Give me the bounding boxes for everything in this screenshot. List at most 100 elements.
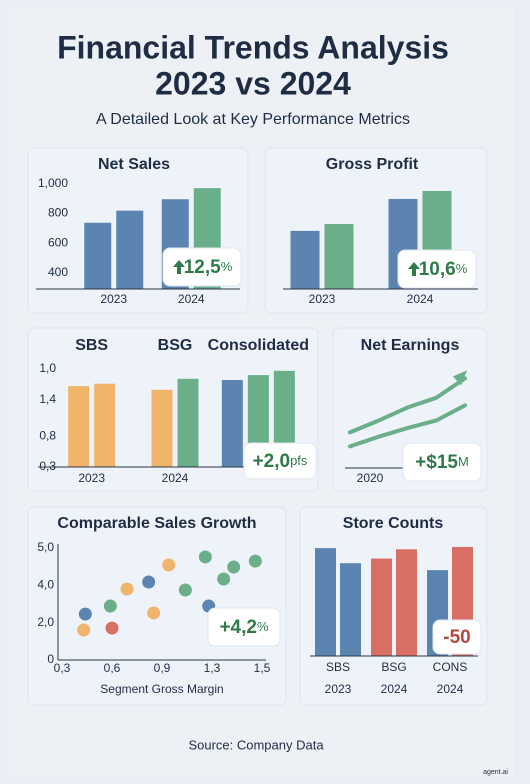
- bar: [396, 549, 417, 656]
- bar: [221, 380, 243, 467]
- card: [27, 506, 287, 706]
- line: [348, 376, 467, 435]
- bar: [177, 378, 199, 467]
- badge-unit: M: [458, 454, 469, 469]
- point: [162, 558, 176, 572]
- y-tick-label: 0: [47, 652, 54, 666]
- badge-text: +2,0: [253, 451, 291, 472]
- point: [198, 550, 212, 564]
- badge-value: 12,5%: [184, 257, 233, 278]
- badge-text: 10,6: [419, 259, 456, 280]
- x-tick-label: 2024: [407, 292, 434, 306]
- badge-unit: %: [456, 261, 468, 276]
- chart-title: Gross Profit: [326, 156, 419, 173]
- x-tick-label: 2024: [162, 471, 189, 485]
- group-label: BSG: [158, 337, 193, 354]
- y-tick-label: 1,0: [39, 361, 56, 375]
- bar: [116, 210, 144, 289]
- bar: [68, 386, 90, 467]
- title-line: Financial Trends Analysis: [57, 29, 449, 65]
- point: [227, 560, 241, 574]
- badge-unit: pfs: [290, 453, 308, 468]
- point: [147, 606, 161, 620]
- badge-value: +4,2%: [219, 617, 269, 638]
- chart-title: Store Counts: [343, 515, 444, 532]
- point: [77, 623, 91, 637]
- x-sub-label: 2024: [437, 682, 464, 696]
- badge: [397, 249, 477, 289]
- arrow-icon: [408, 262, 420, 276]
- point: [178, 583, 192, 597]
- bar: [340, 563, 361, 656]
- badge-unit: %: [221, 259, 233, 274]
- x-tick-label: 0,9: [154, 661, 171, 675]
- x-tick-label: SBS: [326, 660, 350, 674]
- y-tick-label: 0,8: [39, 429, 56, 443]
- badge-value: 10,6%: [419, 259, 468, 280]
- bar: [371, 558, 392, 656]
- y-tick-label: 0,3: [39, 459, 56, 473]
- badge-text: +4,2: [219, 617, 257, 638]
- y-tick-label: 400: [48, 265, 68, 279]
- y-tick-label: 1,4: [39, 392, 56, 406]
- y-tick-label: 600: [48, 235, 68, 249]
- y-tick-label: 1,000: [38, 176, 68, 190]
- subtitle: A Detailed Look at Key Performance Metri…: [96, 111, 410, 128]
- bar: [290, 230, 320, 289]
- y-tick-label: 4,0: [37, 578, 54, 592]
- badge: [402, 442, 482, 482]
- badge-text: 12,5: [184, 257, 221, 278]
- point: [217, 572, 231, 586]
- point: [103, 599, 117, 613]
- point: [142, 575, 156, 589]
- y-tick-label: 800: [48, 206, 68, 220]
- bar: [315, 548, 336, 656]
- line: [348, 403, 467, 449]
- badge-text: -50: [443, 627, 470, 648]
- badge: [207, 607, 281, 647]
- group-label: Consolidated: [208, 337, 309, 354]
- arrowhead: [453, 370, 467, 386]
- bar: [324, 224, 354, 289]
- point: [78, 607, 92, 621]
- x-tick-label: CONS: [433, 660, 468, 674]
- badge-value: -50: [443, 627, 470, 648]
- badge-text: +$15: [415, 452, 458, 473]
- x-sub-label: 2023: [325, 682, 352, 696]
- bar: [151, 389, 173, 467]
- x-tick-label: 1,3: [204, 661, 221, 675]
- source: Source: Company Data: [188, 737, 324, 752]
- x-tick-label: 2024: [178, 292, 205, 306]
- x-tick-label: 0,6: [104, 661, 121, 675]
- x-tick-label: 1,5: [254, 661, 271, 675]
- badge-value: +$15M: [415, 452, 469, 473]
- x-tick-label: 0,3: [54, 661, 71, 675]
- badge: [162, 247, 242, 287]
- title-line: 2023 vs 2024: [155, 65, 351, 101]
- arrow-icon: [173, 260, 185, 274]
- badge: [243, 442, 317, 480]
- group-label: SBS: [75, 337, 108, 354]
- x-tick-label: 2023: [78, 471, 105, 485]
- chart-title: Net Earnings: [361, 337, 460, 354]
- bar: [94, 383, 116, 467]
- point: [248, 554, 262, 568]
- point: [105, 621, 119, 635]
- chart-title: Comparable Sales Growth: [57, 515, 256, 532]
- badge: [432, 619, 482, 655]
- badge-value: +2,0pfs: [253, 451, 308, 472]
- watermark: agent.ai: [483, 769, 508, 776]
- x-tick-label: 2023: [309, 292, 336, 306]
- bar: [84, 222, 112, 289]
- y-tick-label: 5,0: [37, 540, 54, 554]
- x-tick-label: BSG: [381, 660, 406, 674]
- x-tick-label: 2020: [357, 471, 384, 485]
- x-sub-label: 2024: [381, 682, 408, 696]
- badge-unit: %: [257, 619, 269, 634]
- x-axis-label: Segment Gross Margin: [100, 682, 223, 696]
- point: [120, 582, 134, 596]
- x-tick-label: 2023: [100, 292, 127, 306]
- chart-title: Net Sales: [98, 156, 170, 173]
- y-tick-label: 2,0: [37, 615, 54, 629]
